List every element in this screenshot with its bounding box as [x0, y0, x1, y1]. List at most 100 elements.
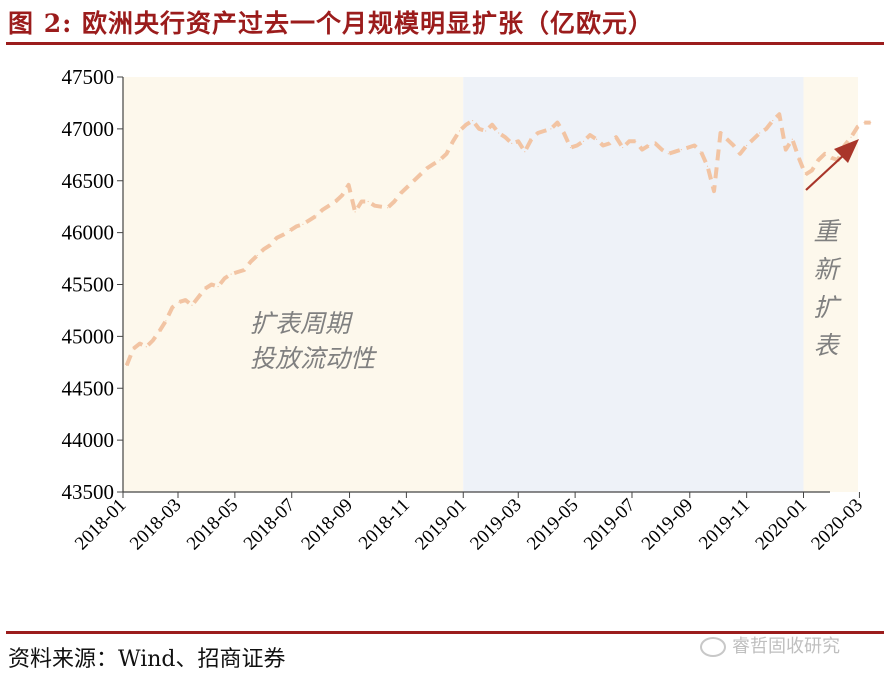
watermark-text: 睿哲固收研究 [732, 636, 840, 657]
data-point [191, 304, 193, 306]
trend-arrow-shaft [805, 152, 847, 191]
wechat-icon [700, 637, 726, 657]
data-point [289, 229, 291, 232]
data-point [295, 225, 297, 227]
data-point [595, 138, 598, 140]
data-point [419, 173, 421, 176]
x-tick-label: 2018-05 [183, 495, 243, 555]
data-point [791, 138, 793, 140]
data-point [282, 234, 284, 236]
data-point [354, 211, 356, 213]
data-point [511, 142, 513, 144]
data-point [550, 128, 552, 130]
data-point [635, 140, 637, 142]
data-point [308, 219, 311, 221]
annotation-reexpansion-char: 新 [813, 255, 841, 284]
data-point [674, 151, 676, 153]
x-tick-label: 2020-03 [807, 495, 867, 555]
data-point [504, 136, 506, 138]
y-tick-label: 46500 [62, 169, 115, 193]
data-point [726, 138, 728, 140]
y-tick-label: 46000 [62, 221, 115, 245]
data-point [230, 273, 232, 275]
data-point [850, 136, 852, 138]
data-point [576, 144, 578, 147]
data-point [171, 306, 174, 308]
footer-divider [6, 631, 884, 634]
data-point [139, 343, 141, 345]
data-point [445, 153, 448, 155]
data-point [465, 124, 467, 126]
y-tick-label: 45500 [62, 273, 115, 297]
data-point [478, 128, 480, 130]
data-point [321, 209, 324, 211]
data-point [778, 113, 780, 115]
data-point [406, 186, 408, 188]
data-point [132, 348, 134, 350]
data-point [680, 149, 682, 151]
data-point [693, 144, 696, 147]
data-point [706, 165, 709, 167]
data-point [739, 153, 741, 155]
data-point [250, 261, 252, 263]
annotation-reexpansion-char: 扩 [813, 293, 842, 322]
data-point [719, 132, 722, 134]
data-point [830, 157, 833, 159]
data-point [804, 173, 806, 176]
data-point [498, 132, 500, 134]
y-tick-label: 43500 [62, 480, 115, 504]
data-point [765, 128, 767, 130]
data-point [367, 200, 369, 203]
data-point [341, 194, 343, 196]
data-point [380, 206, 382, 208]
data-point [746, 144, 748, 147]
annotation-reexpansion-char: 表 [813, 331, 841, 360]
data-point [217, 285, 219, 288]
data-point [785, 149, 787, 151]
data-point [347, 184, 350, 186]
data-point [798, 157, 800, 159]
data-point [589, 134, 591, 136]
y-tick-label: 44000 [62, 428, 115, 452]
data-point [237, 271, 239, 273]
data-point [752, 138, 754, 140]
data-point [458, 130, 461, 132]
data-point [276, 237, 278, 239]
data-point [609, 142, 611, 144]
x-tick-label: 2019-11 [695, 495, 754, 554]
y-tick-label: 47500 [62, 65, 115, 89]
x-tick-label: 2018-07 [240, 495, 300, 555]
data-point [537, 132, 539, 134]
data-point [485, 130, 487, 132]
data-point [687, 146, 689, 149]
x-tick-label: 2018-03 [126, 495, 186, 555]
data-point [648, 144, 650, 147]
trend-arrow-head [834, 139, 859, 163]
data-point [870, 122, 872, 124]
x-tick-label: 2019-01 [411, 495, 471, 555]
y-tick-label: 44500 [62, 376, 115, 400]
x-tick-label: 2019-05 [523, 495, 583, 555]
source-note: 资料来源：Wind、招商证券 [8, 647, 286, 672]
data-point [530, 138, 532, 140]
x-tick-label: 2019-07 [580, 495, 640, 555]
x-tick-label: 2019-03 [466, 495, 526, 555]
series-line [124, 112, 872, 367]
data-point [811, 169, 813, 171]
data-point [615, 136, 617, 138]
annotation-expansion-line: 投放流动性 [250, 344, 378, 373]
data-point [210, 283, 213, 286]
data-point [302, 223, 304, 225]
x-tick-label: 2019-09 [638, 495, 698, 555]
y-tick-label: 47000 [62, 117, 115, 141]
data-point [432, 163, 435, 165]
data-point [452, 140, 454, 142]
data-point [184, 299, 187, 301]
data-point [759, 132, 761, 134]
expansion-region-band [123, 77, 464, 492]
data-point [700, 151, 702, 153]
data-point [439, 159, 441, 161]
data-point [817, 159, 820, 161]
data-point [178, 301, 180, 303]
